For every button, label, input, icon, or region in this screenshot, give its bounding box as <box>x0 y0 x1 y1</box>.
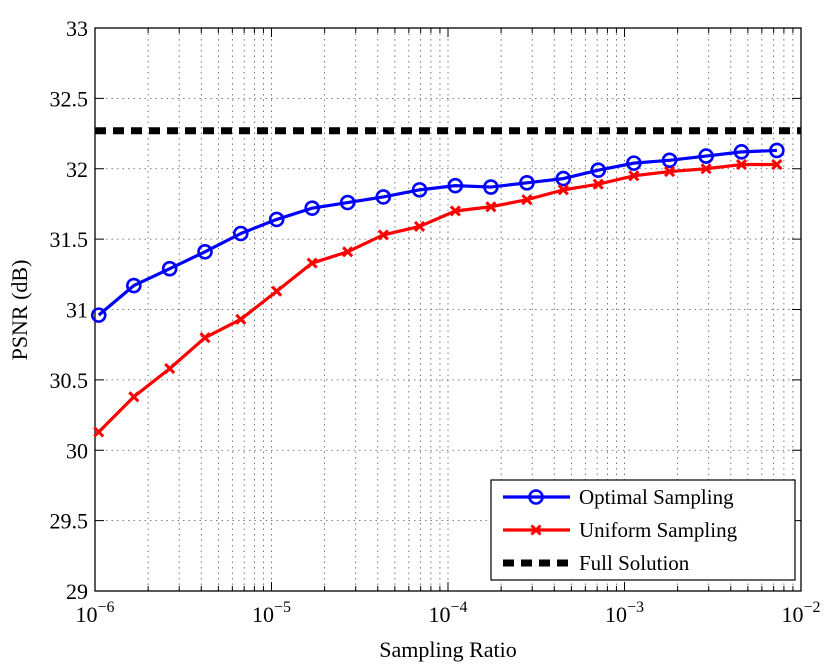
optimal-sampling-point <box>590 162 607 178</box>
y-tick-label: 30.5 <box>50 368 89 393</box>
uniform-sampling-point <box>413 220 426 233</box>
uniform-sampling-point <box>521 194 533 206</box>
uniform-sampling-point <box>771 158 783 171</box>
grid-lines <box>95 28 801 591</box>
uniform-sampling-point <box>735 158 748 171</box>
optimal-sampling-point <box>375 189 392 205</box>
uniform-sampling-point <box>700 163 712 175</box>
legend-marker-uniform-sampling <box>530 524 542 536</box>
legend: Optimal Sampling Uniform Sampling Full Sol… <box>490 479 796 581</box>
uniform-sampling-point <box>663 166 676 178</box>
uniform-sampling-point <box>377 229 389 241</box>
optimal-sampling-point <box>126 277 142 294</box>
uniform-sampling-point <box>342 246 354 258</box>
uniform-sampling-point <box>557 184 569 196</box>
uniform-sampling-point <box>449 205 461 217</box>
y-tick-label: 29 <box>66 579 88 604</box>
uniform-sampling-point <box>164 363 176 375</box>
uniform-sampling-line <box>97 162 777 434</box>
uniform-sampling-point <box>93 426 105 438</box>
uniform-sampling-point <box>592 178 604 190</box>
optimal-sampling-point <box>483 179 499 195</box>
optimal-sampling-point <box>519 175 535 191</box>
x-tick-label: 10−3 <box>605 599 644 627</box>
y-tick-label: 31 <box>66 298 88 323</box>
y-tick-label: 32 <box>66 157 88 182</box>
optimal-sampling-point <box>555 170 572 187</box>
x-tick-label: 10−5 <box>252 599 291 627</box>
legend-label-uniform-sampling: Uniform Sampling <box>579 518 738 542</box>
optimal-sampling-point <box>447 177 464 194</box>
uniform-sampling-point <box>199 332 211 344</box>
y-tick-label: 31.5 <box>50 227 89 252</box>
optimal-sampling-point <box>698 148 714 164</box>
legend-label-optimal-sampling: Optimal Sampling <box>579 485 734 509</box>
x-tick-labels: 10−6 10−5 10−4 10−3 10−2 <box>75 599 820 627</box>
y-tick-label: 30 <box>66 438 88 463</box>
y-tick-label: 33 <box>66 16 88 41</box>
y-tick-label: 32.5 <box>50 86 89 111</box>
optimal-sampling-point <box>411 182 428 198</box>
optimal-sampling-point <box>268 211 285 228</box>
x-tick-label: 10−6 <box>75 599 114 627</box>
uniform-sampling-point <box>306 257 318 269</box>
x-tick-label: 10−2 <box>781 599 820 627</box>
optimal-sampling-point <box>161 260 178 277</box>
uniform-sampling-point <box>628 170 640 182</box>
optimal-sampling-point <box>733 144 750 160</box>
optimal-sampling-point <box>90 307 107 323</box>
uniform-sampling-point <box>271 285 283 297</box>
series-layer <box>90 127 801 438</box>
legend-label-full-solution: Full Solution <box>579 551 690 575</box>
y-tick-label: 29.5 <box>50 509 89 534</box>
optimal-sampling-point <box>304 200 320 216</box>
axis-ticks <box>94 27 801 592</box>
optimal-sampling-point <box>233 225 249 242</box>
x-axis-title: Sampling Ratio <box>379 637 517 662</box>
optimal-sampling-point <box>339 194 356 211</box>
uniform-sampling-point <box>235 313 247 325</box>
uniform-sampling-point <box>128 391 140 403</box>
optimal-sampling-point <box>197 243 213 260</box>
uniform-sampling-point <box>485 201 497 213</box>
y-axis-title: PSNR (dB) <box>7 260 32 361</box>
x-tick-label: 10−4 <box>428 599 467 627</box>
y-tick-labels: 29 29.5 30 30.5 31 31.5 32 32.5 33 <box>50 16 89 604</box>
legend-marker-optimal-sampling <box>528 489 544 505</box>
optimal-sampling-point <box>661 152 678 169</box>
optimal-sampling-point <box>769 142 785 159</box>
optimal-sampling-point <box>626 155 642 171</box>
